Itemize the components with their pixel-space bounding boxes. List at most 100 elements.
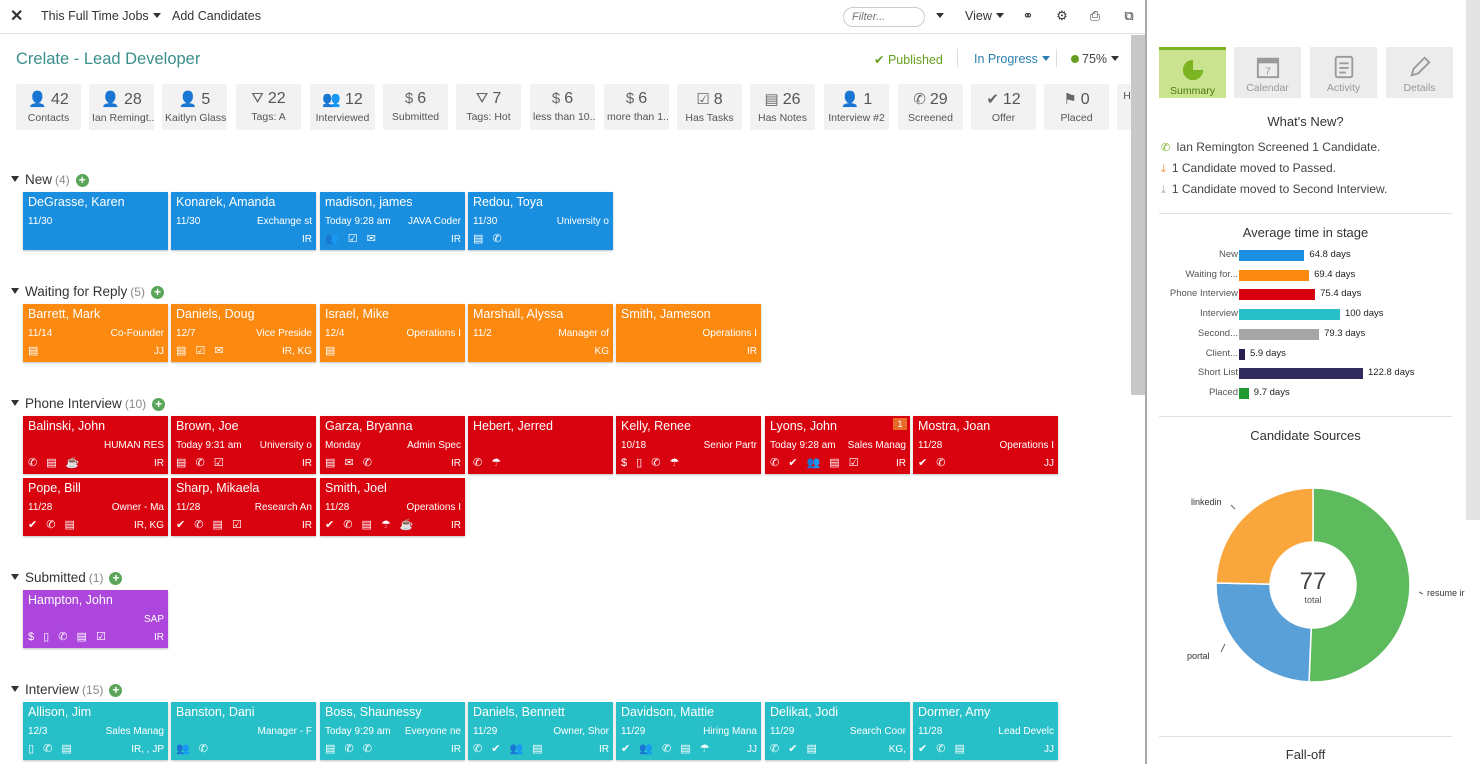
print-icon[interactable]: ⎙ xyxy=(1089,8,1101,23)
candidate-card[interactable]: Redou, Toya 11/30 University o ▤ ✆ xyxy=(468,192,613,250)
candidate-card[interactable]: Daniels, Doug 12/7 Vice Preside IR, KG ▤ ☑ ✉ xyxy=(171,304,316,362)
filter-dropdown[interactable] xyxy=(932,0,944,34)
stage-header[interactable]: New (4) + xyxy=(11,172,89,187)
candidate-card[interactable]: Marshall, Alyssa 11/2 Manager of KG xyxy=(468,304,613,362)
bar xyxy=(1239,289,1316,301)
collapse-icon[interactable] xyxy=(11,574,19,580)
candidate-card[interactable]: Hebert, Jerred ✆ ☂ xyxy=(468,416,613,474)
gear-icon[interactable]: ⚙ xyxy=(1056,8,1068,23)
scrollbar[interactable] xyxy=(1131,35,1145,395)
candidate-card[interactable]: Smith, Joel 11/28 Operations I IR ✔ ✆ ▤ ☂ ☕ xyxy=(320,478,465,536)
candidate-card[interactable]: Banston, Dani Manager - F 👥 ✆ xyxy=(171,702,316,760)
panel-divider[interactable] xyxy=(1145,0,1147,764)
stat-7[interactable]: ⛛ 7 Tags: Hot xyxy=(456,84,521,130)
view-menu[interactable]: View xyxy=(965,0,1004,34)
card-icons: ▤ ☑ ✉ xyxy=(176,345,227,357)
candidate-name: Pope, Bill xyxy=(28,481,81,495)
job-menu[interactable]: This Full Time Jobs xyxy=(41,0,161,34)
published-status[interactable]: ✔ Published xyxy=(874,52,943,67)
status-dropdown[interactable]: In Progress xyxy=(974,52,1050,66)
collapse-icon[interactable] xyxy=(11,400,19,406)
candidate-card[interactable]: Sharp, Mikaela 11/28 Research An IR ✔ ✆ ▤ ☑ xyxy=(171,478,316,536)
add-icon[interactable]: + xyxy=(152,398,166,411)
bar xyxy=(1239,348,1245,360)
add-icon[interactable]: + xyxy=(109,572,123,585)
stat-13[interactable]: ✆ 29 Screened xyxy=(898,84,963,130)
stat-3[interactable]: 👤 5 Kaitlyn Glass xyxy=(162,84,227,130)
binoculars-icon[interactable]: ⚭ xyxy=(1022,8,1034,23)
tab-calendar[interactable]: 7 Calendar xyxy=(1234,47,1301,98)
candidate-card[interactable]: Lyons, John Today 9:28 am Sales Manag IR ✆ ✔… xyxy=(765,416,910,474)
stat-8[interactable]: $6 less than 10... xyxy=(530,84,595,130)
tab-summary[interactable]: Summary xyxy=(1159,47,1226,98)
candidate-card[interactable]: Hampton, John SAP IR $ ▯ ✆ ▤ ☑ xyxy=(23,590,168,648)
add-icon[interactable]: + xyxy=(109,684,123,697)
card-date: Today 9:31 am xyxy=(176,440,242,451)
phone-icon: ✆ xyxy=(913,91,926,108)
candidate-card[interactable]: Daniels, Bennett 11/29 Owner, Shor IR ✆ ✔ 👥 … xyxy=(468,702,613,760)
candidate-name: Smith, Jameson xyxy=(621,307,711,321)
stat-10[interactable]: ☑ 8 Has Tasks xyxy=(677,84,742,130)
tab-activity[interactable]: Activity xyxy=(1310,47,1377,98)
tab-details[interactable]: Details xyxy=(1386,47,1453,98)
collapse-icon[interactable] xyxy=(11,288,19,294)
candidate-card[interactable]: Konarek, Amanda 11/30 Exchange st IR xyxy=(171,192,316,250)
candidate-card[interactable]: DeGrasse, Karen 11/30 xyxy=(23,192,168,250)
stage-header[interactable]: Submitted (1) + xyxy=(11,570,123,585)
candidate-card[interactable]: Israel, Mike 12/4 Operations I ▤ xyxy=(320,304,465,362)
card-icons: ✔ 👥 ✆ ▤ ☂ xyxy=(621,743,713,755)
stat-4[interactable]: ⛛ 22 Tags: A xyxy=(236,84,301,130)
stat-9[interactable]: $6 more than 1... xyxy=(604,84,669,130)
stat-6[interactable]: $6 Submitted xyxy=(383,84,448,130)
candidate-card[interactable]: Barrett, Mark 11/14 Co-Founder JJ ▤ xyxy=(23,304,168,362)
stat-value: 22 xyxy=(267,90,286,107)
popout-icon[interactable]: ⧉ xyxy=(1124,8,1134,23)
stat-2[interactable]: 👤 28 Ian Remingt... xyxy=(89,84,154,130)
candidate-card[interactable]: Mostra, Joan 11/28 Operations I JJ ✔ ✆ xyxy=(913,416,1058,474)
percent-label: 75% xyxy=(1082,52,1108,66)
candidate-card[interactable]: Brown, Joe Today 9:31 am University o IR ▤ ✆… xyxy=(171,416,316,474)
stat-1[interactable]: 👤 42 Contacts xyxy=(16,84,81,130)
dollar-icon: $ xyxy=(625,90,635,107)
candidate-card[interactable]: Pope, Bill 11/28 Owner - Ma IR, KG ✔ ✆ ▤ xyxy=(23,478,168,536)
stat-11[interactable]: ▤ 26 Has Notes xyxy=(750,84,815,130)
stat-12[interactable]: 👤 1 Interview #2 xyxy=(824,84,889,130)
card-date: Monday xyxy=(325,440,361,451)
donut-slice-linkedin[interactable] xyxy=(1215,487,1314,585)
stage-header[interactable]: Interview (15) + xyxy=(11,682,123,697)
stat-label: Ian Remingt... xyxy=(92,112,154,124)
stage-header[interactable]: Phone Interview (10) + xyxy=(11,396,166,411)
stage-header[interactable]: Waiting for Reply (5) + xyxy=(11,284,164,299)
collapse-icon[interactable] xyxy=(11,176,19,182)
candidate-card[interactable]: Delikat, Jodi 11/29 Search Coor KG, ✆ ✔ ▤ xyxy=(765,702,910,760)
candidate-card[interactable]: madison, james Today 9:28 am JAVA Coder IR 👥… xyxy=(320,192,465,250)
candidate-card[interactable]: Allison, Jim 12/3 Sales Manag IR, , JP ▯ ✆ ▤ xyxy=(23,702,168,760)
donut-slice-resume-ir[interactable] xyxy=(1308,487,1411,683)
candidate-card[interactable]: Dormer, Amy 11/28 Lead Develc JJ ✔ ✆ ▤ xyxy=(913,702,1058,760)
add-candidates-button[interactable]: Add Candidates xyxy=(172,9,261,23)
percent-dropdown[interactable]: 75% xyxy=(1071,52,1120,66)
candidate-card[interactable]: Boss, Shaunessy Today 9:29 am Everyone ne I… xyxy=(320,702,465,760)
right-scrollbar[interactable] xyxy=(1466,0,1480,520)
stat-label: Screened xyxy=(908,112,953,124)
filter-input[interactable] xyxy=(843,7,925,27)
add-icon[interactable]: + xyxy=(75,174,89,187)
whats-new-title: What's New? xyxy=(1267,114,1344,129)
stat-5[interactable]: 👥 12 Interviewed xyxy=(310,84,375,130)
add-icon[interactable]: + xyxy=(150,286,164,299)
candidate-card[interactable]: Kelly, Renee 10/18 Senior Partr $ ▯ ✆ ☂ xyxy=(616,416,761,474)
chevron-down-icon xyxy=(1041,56,1050,61)
stat-count: 👤 5 xyxy=(162,90,227,109)
stat-15[interactable]: ⚑ 0 Placed xyxy=(1044,84,1109,130)
candidate-card[interactable]: Davidson, Mattie 11/29 Hiring Mana JJ ✔ 👥 ✆ … xyxy=(616,702,761,760)
candidate-card[interactable]: Balinski, John HUMAN RES IR ✆ ▤ ☕ xyxy=(23,416,168,474)
stage-count: (1) xyxy=(88,571,104,585)
collapse-icon[interactable] xyxy=(11,686,19,692)
stat-14[interactable]: ✔ 12 Offer xyxy=(971,84,1036,130)
candidate-card[interactable]: Smith, Jameson Operations I IR xyxy=(616,304,761,362)
bar-row: New 64.8 days xyxy=(1147,249,1477,261)
candidate-card[interactable]: Garza, Bryanna Monday Admin Spec IR ▤ ✉ ✆ xyxy=(320,416,465,474)
candidate-name: madison, james xyxy=(325,195,413,209)
donut-slice-portal[interactable] xyxy=(1215,582,1313,683)
close-icon[interactable]: ✕ xyxy=(10,8,24,25)
